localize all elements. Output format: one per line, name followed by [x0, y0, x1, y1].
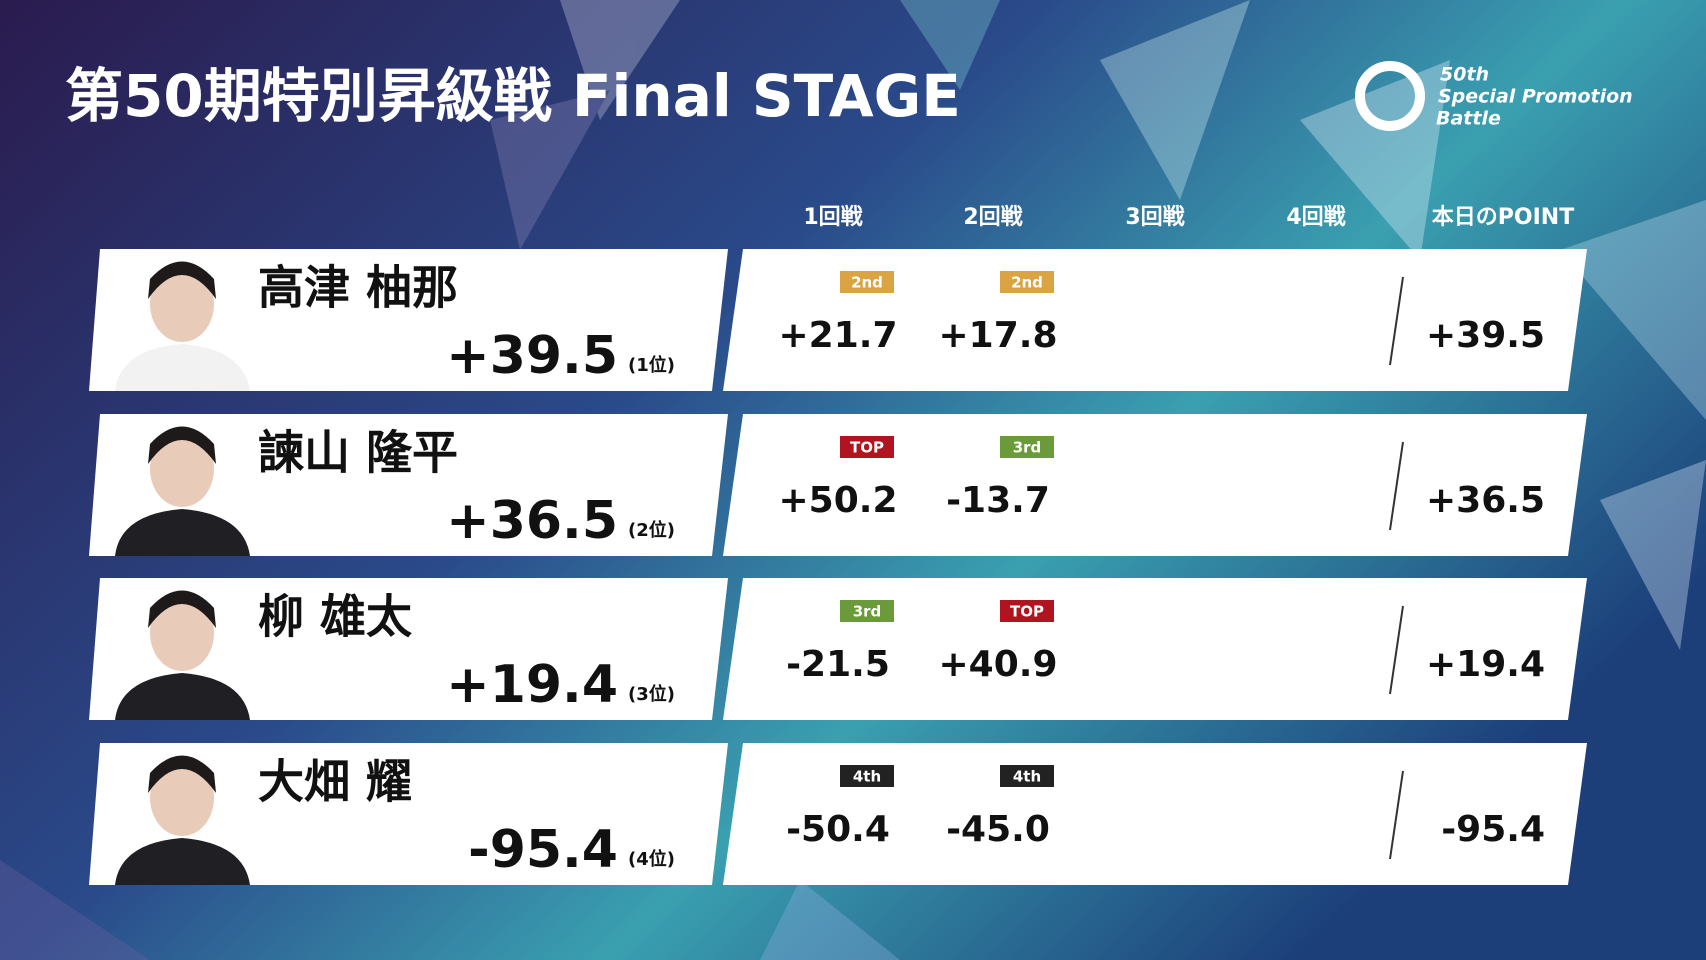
player-row: 大畑 耀 -95.4 (4位) 4th -50.4 4th -45.0 -95.4 [89, 743, 1587, 885]
badge-label: TOP [850, 439, 884, 457]
logo-text: Battle [1436, 108, 1501, 130]
player-photo [115, 590, 250, 720]
badge-label: 4th [853, 768, 881, 786]
badge-label: 3rd [853, 603, 882, 621]
score-panel [723, 743, 1587, 885]
player-photo [115, 426, 250, 556]
column-header: 4回戦 [1286, 205, 1346, 230]
game-score: -45.0 [946, 809, 1050, 850]
column-header: 本日のPOINT [1432, 205, 1574, 230]
logo-text: 50th [1440, 64, 1489, 86]
player-total: +39.5 [446, 326, 618, 386]
day-point: +19.4 [1426, 644, 1545, 685]
photo-body [115, 673, 250, 720]
game-score: -21.5 [786, 644, 890, 685]
column-header: 1回戦 [803, 205, 863, 230]
player-photo [115, 755, 250, 885]
score-panel [723, 249, 1587, 391]
photo-body [115, 509, 250, 556]
player-total: +19.4 [446, 655, 618, 715]
badge-label: TOP [1010, 603, 1044, 621]
player-total: +36.5 [446, 491, 618, 551]
photo-head [150, 431, 214, 507]
badge [840, 765, 894, 787]
game-score: +17.8 [939, 315, 1058, 356]
day-point: -95.4 [1441, 809, 1545, 850]
column-header: 2回戦 [963, 205, 1023, 230]
player-photo [115, 261, 250, 391]
separator [1389, 276, 1404, 366]
photo-hair [148, 755, 216, 793]
badge [1000, 765, 1054, 787]
game-score: +40.9 [939, 644, 1058, 685]
game-score: +50.2 [779, 480, 898, 521]
photo-head [150, 595, 214, 671]
badge [840, 600, 894, 622]
game-score: -50.4 [786, 809, 890, 850]
player-row: 柳 雄太 +19.4 (3位) 3rd -21.5 TOP +40.9 +19.4 [89, 578, 1587, 720]
logo: 50th Special Promotion Battle [1355, 61, 1633, 131]
title: 第50期特別昇級戦 Final STAGE [65, 62, 961, 130]
badge-label: 4th [1013, 768, 1041, 786]
player-name: 高津 柚那 [258, 261, 458, 315]
logo-text: Special Promotion [1438, 86, 1633, 108]
player-name: 大畑 耀 [258, 755, 412, 809]
photo-head [150, 760, 214, 836]
badge-label: 2nd [851, 274, 883, 292]
score-panel [723, 414, 1587, 556]
player-rank: (4位) [628, 848, 675, 870]
name-panel [89, 249, 728, 391]
game-score: +21.7 [779, 315, 898, 356]
score-panel [723, 578, 1587, 720]
game-score: -13.7 [946, 480, 1050, 521]
player-row: 諫山 隆平 +36.5 (2位) TOP +50.2 3rd -13.7 +36.5 [89, 414, 1587, 556]
photo-body [115, 838, 250, 885]
player-rank: (3位) [628, 683, 675, 705]
badge [840, 271, 894, 293]
player-total: -95.4 [468, 820, 618, 880]
name-panel [89, 578, 728, 720]
photo-hair [148, 261, 216, 299]
player-rank: (2位) [628, 519, 675, 541]
name-panel [89, 743, 728, 885]
badge-label: 3rd [1013, 439, 1042, 457]
separator [1389, 770, 1404, 860]
name-panel [89, 414, 728, 556]
badge-label: 2nd [1011, 274, 1043, 292]
day-point: +39.5 [1426, 315, 1545, 356]
photo-hair [148, 590, 216, 628]
badge [1000, 600, 1054, 622]
badge [840, 436, 894, 458]
separator [1389, 441, 1404, 531]
column-header: 3回戦 [1125, 205, 1185, 230]
separator [1389, 605, 1404, 695]
player-name: 柳 雄太 [258, 590, 412, 644]
player-name: 諫山 隆平 [258, 426, 458, 480]
player-row: 高津 柚那 +39.5 (1位) 2nd +21.7 2nd +17.8 +39.5 [89, 249, 1587, 391]
photo-head [150, 266, 214, 342]
badge [1000, 436, 1054, 458]
day-point: +36.5 [1426, 480, 1545, 521]
player-rank: (1位) [628, 354, 675, 376]
photo-body [115, 344, 250, 391]
photo-hair [148, 426, 216, 464]
badge [1000, 271, 1054, 293]
